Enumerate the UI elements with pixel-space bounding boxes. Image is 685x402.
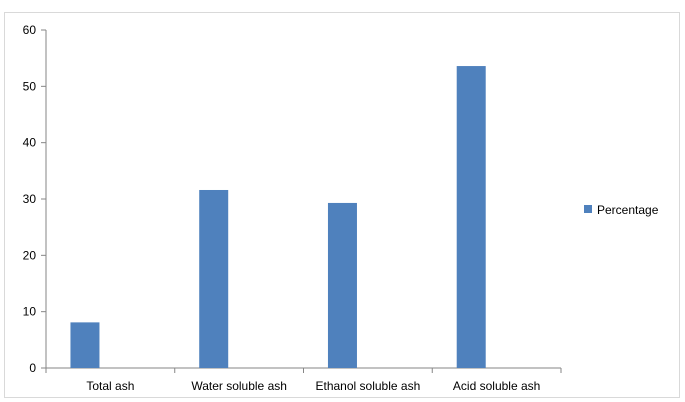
x-tick-label: Ethanol soluble ash	[316, 379, 421, 393]
bar	[70, 322, 100, 368]
y-axis: 0 10 20 30 40 50 60	[23, 23, 47, 375]
y-tick-label: 10	[23, 305, 37, 319]
bar	[327, 202, 357, 368]
x-tick-label: Total ash	[86, 379, 134, 393]
x-tick-label: Water soluble ash	[191, 379, 287, 393]
x-tick-label: Acid soluble ash	[453, 379, 540, 393]
legend-swatch	[584, 205, 592, 213]
y-tick-label: 50	[23, 79, 37, 93]
bar	[456, 66, 486, 368]
y-tick-label: 30	[23, 192, 37, 206]
legend: Percentage	[584, 203, 659, 217]
y-tick-label: 0	[29, 361, 36, 375]
y-tick-label: 20	[23, 248, 37, 262]
legend-label: Percentage	[597, 203, 659, 217]
x-axis: Total ash Water soluble ash Ethanol solubl…	[45, 367, 562, 393]
bar	[199, 189, 229, 368]
y-tick-label: 40	[23, 136, 37, 150]
y-tick-label: 60	[23, 23, 37, 37]
bars	[70, 66, 486, 368]
